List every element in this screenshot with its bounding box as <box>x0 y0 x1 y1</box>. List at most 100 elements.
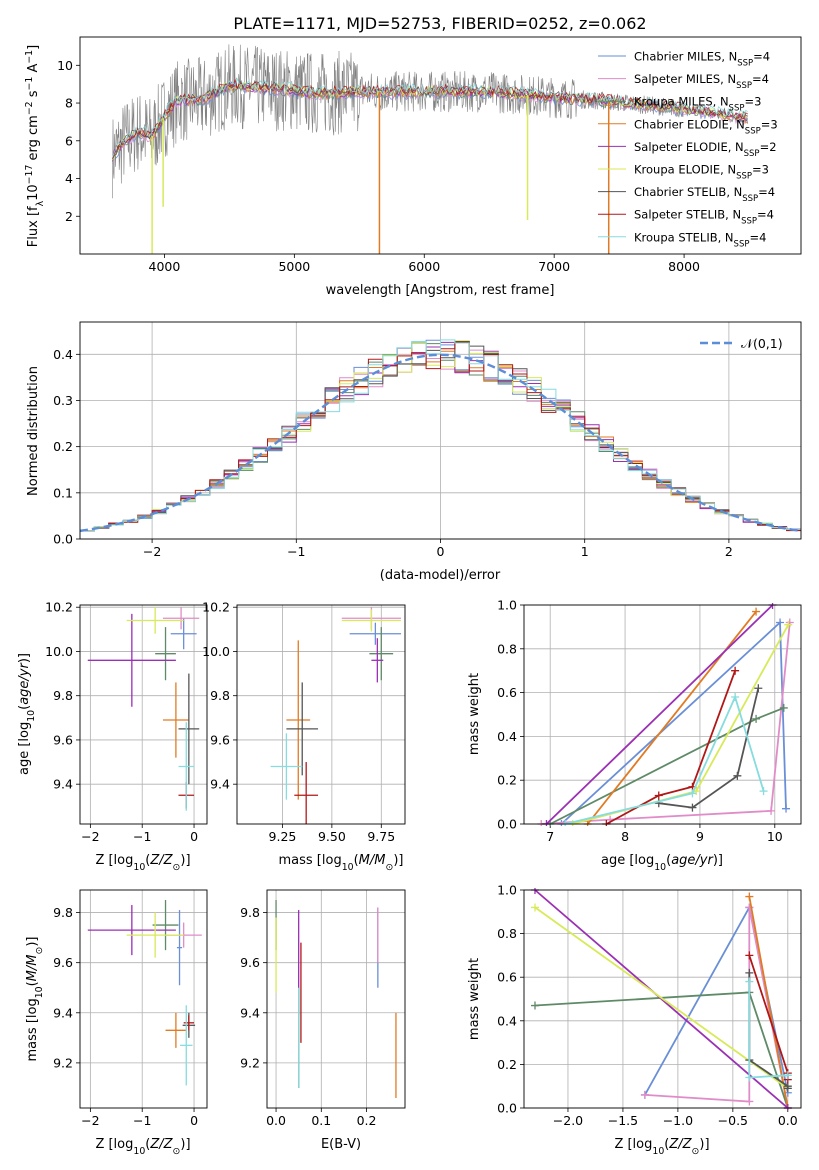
y-tick-label: 0.2 <box>497 1057 517 1072</box>
y-tick-label: 9.8 <box>53 905 73 920</box>
spectrum-axes: 4000 5000 6000 7000 8000 2 4 6 8 10 <box>57 58 700 274</box>
histogram-kroupa-stelib <box>80 339 801 532</box>
y-tick-label: 9.2 <box>240 1055 260 1070</box>
weight-line-chabrier-miles <box>560 620 787 825</box>
weight_vs_age-plot <box>537 603 794 826</box>
spectrum-xlabel: wavelength [Angstrom, rest frame] <box>326 283 555 298</box>
y-tick-label: 0.1 <box>53 485 73 500</box>
weight-marker <box>688 789 697 798</box>
mass-vs-Z-xlabel: Z [log10(Z/Z⊙)] <box>95 1137 190 1157</box>
x-tick-label: 9.25 <box>269 829 297 844</box>
y-tick-label: 10.2 <box>202 600 230 615</box>
x-tick-label: 0 <box>190 829 198 844</box>
y-tick-label: 0.3 <box>53 393 73 408</box>
age_vs_mass-frame <box>236 604 406 825</box>
x-tick-label: −2 <box>81 829 99 844</box>
legend-label: Kroupa MILES, NSSP=3 <box>634 95 761 114</box>
y-tick-label: 9.8 <box>240 905 260 920</box>
mass_vs_Z-axes: −2 −1 0 9.2 9.4 9.6 9.8 <box>53 890 207 1128</box>
legend-label: Salpeter STELIB, NSSP=4 <box>634 208 774 227</box>
weight-marker <box>783 1084 792 1093</box>
x-tick-label: 9 <box>696 829 704 844</box>
model-line-salpeter-stelib <box>112 78 748 159</box>
y-tick-label: 0.8 <box>497 926 517 941</box>
weight-marker <box>745 892 754 901</box>
x-tick-label: 8 <box>621 829 629 844</box>
normal-legend-label: 𝒩(0,1) <box>741 336 783 351</box>
x-tick-label: 1 <box>581 544 589 559</box>
spectrum-ylabel: Flux [fλ10−17 erg cm−2 s−1 A−1] <box>24 45 46 247</box>
weight-marker <box>745 1073 754 1082</box>
y-tick-label: 0.6 <box>497 970 517 985</box>
x-tick-label: 0.0 <box>266 1113 286 1128</box>
x-tick-label: −1.5 <box>608 1113 638 1128</box>
weight-line-salpeter-elodie <box>545 604 774 825</box>
weight-marker <box>767 806 776 815</box>
y-tick-label: 9.6 <box>240 955 260 970</box>
weight-marker <box>752 607 761 616</box>
x-tick-label: 0.2 <box>357 1113 377 1128</box>
weight-line-salpeter-stelib <box>605 670 736 825</box>
weight-line-chabrier-stelib <box>658 687 760 809</box>
residuals-ylabel: Normed distribution <box>26 366 41 496</box>
normal-curve <box>80 353 801 533</box>
legend-label: Kroupa STELIB, NSSP=4 <box>634 230 766 249</box>
x-tick-label: −2 <box>81 1113 99 1128</box>
x-tick-label: −1 <box>133 1113 151 1128</box>
y-tick-label: 9.4 <box>53 1005 73 1020</box>
age_vs_Z-frame <box>79 604 208 825</box>
spectrum-legend: Chabrier MILES, NSSP=4 Salpeter MILES, NS… <box>598 50 778 249</box>
residuals-frame <box>79 321 802 540</box>
weight-marker <box>745 968 754 977</box>
y-tick-label: 10.0 <box>45 644 73 659</box>
x-tick-label: −1.0 <box>663 1113 693 1128</box>
weight-marker <box>731 666 740 675</box>
y-tick-label: 9.8 <box>53 688 73 703</box>
y-tick-label: 9.4 <box>240 1005 260 1020</box>
weight-marker <box>745 977 754 986</box>
weight-line-kroupa-elodie <box>534 906 789 1090</box>
mass-vs-ebv-xlabel: E(B-V) <box>321 1137 361 1152</box>
spectrum-plot <box>112 44 749 254</box>
weight_vs_age-axes: 7 8 9 10 0.0 0.2 0.4 0.6 0.8 1.0 <box>497 598 801 844</box>
x-tick-label: 0 <box>437 544 445 559</box>
age-vs-Z-xlabel: Z [log10(Z/Z⊙)] <box>95 853 190 873</box>
weight-line-kroupa-elodie <box>572 624 790 825</box>
x-tick-label: −2.0 <box>553 1113 583 1128</box>
y-tick-label: 9.6 <box>53 732 73 747</box>
weight-marker <box>530 1001 539 1010</box>
x-tick-label: 4000 <box>149 259 181 274</box>
y-tick-label: 10.2 <box>45 600 73 615</box>
weight-vs-age-ylabel: mass weight <box>467 673 482 755</box>
weight-marker <box>776 618 785 627</box>
y-tick-label: 0.8 <box>497 641 517 656</box>
y-tick-label: 9.4 <box>53 777 73 792</box>
y-tick-label: 0.4 <box>497 1013 517 1028</box>
x-tick-label: 9.50 <box>318 829 346 844</box>
y-tick-label: 0.2 <box>53 439 73 454</box>
y-tick-label: 0.6 <box>497 685 517 700</box>
y-tick-label: 2 <box>65 209 73 224</box>
weight-marker <box>640 1090 649 1099</box>
legend-label: Kroupa ELODIE, NSSP=3 <box>634 163 769 182</box>
weight-marker <box>745 951 754 960</box>
y-tick-label: 8 <box>65 96 73 111</box>
mass-vs-Z-ylabel: mass [log10(M/M⊙)] <box>25 937 45 1062</box>
mass_vs_ebv-frame <box>266 889 406 1109</box>
legend-label: Salpeter MILES, NSSP=4 <box>634 72 769 91</box>
x-tick-label: −2 <box>143 544 161 559</box>
legend-label: Salpeter ELODIE, NSSP=2 <box>634 140 777 159</box>
x-tick-label: −0.5 <box>718 1113 748 1128</box>
observed-spectrum-line <box>112 44 685 199</box>
mass_vs_ebv-plot <box>275 900 397 1098</box>
weight-marker <box>759 787 768 796</box>
weight-marker <box>733 771 742 780</box>
x-tick-label: 5000 <box>278 259 310 274</box>
y-tick-label: 0.0 <box>497 817 517 832</box>
figure-title: PLATE=1171, MJD=52753, FIBERID=0252, z=0… <box>233 14 646 33</box>
residuals-axes: −2 −1 0 1 2 0.0 0.1 0.2 0.3 0.4 <box>53 322 801 559</box>
age_vs_mass-plot <box>270 607 402 824</box>
age_vs_mass-axes: 9.25 9.50 9.75 9.4 9.6 9.8 10.0 10.2 <box>202 600 405 844</box>
age-vs-Z-ylabel: age [log10(age/yr)] <box>17 653 37 775</box>
x-tick-label: −1 <box>133 829 151 844</box>
